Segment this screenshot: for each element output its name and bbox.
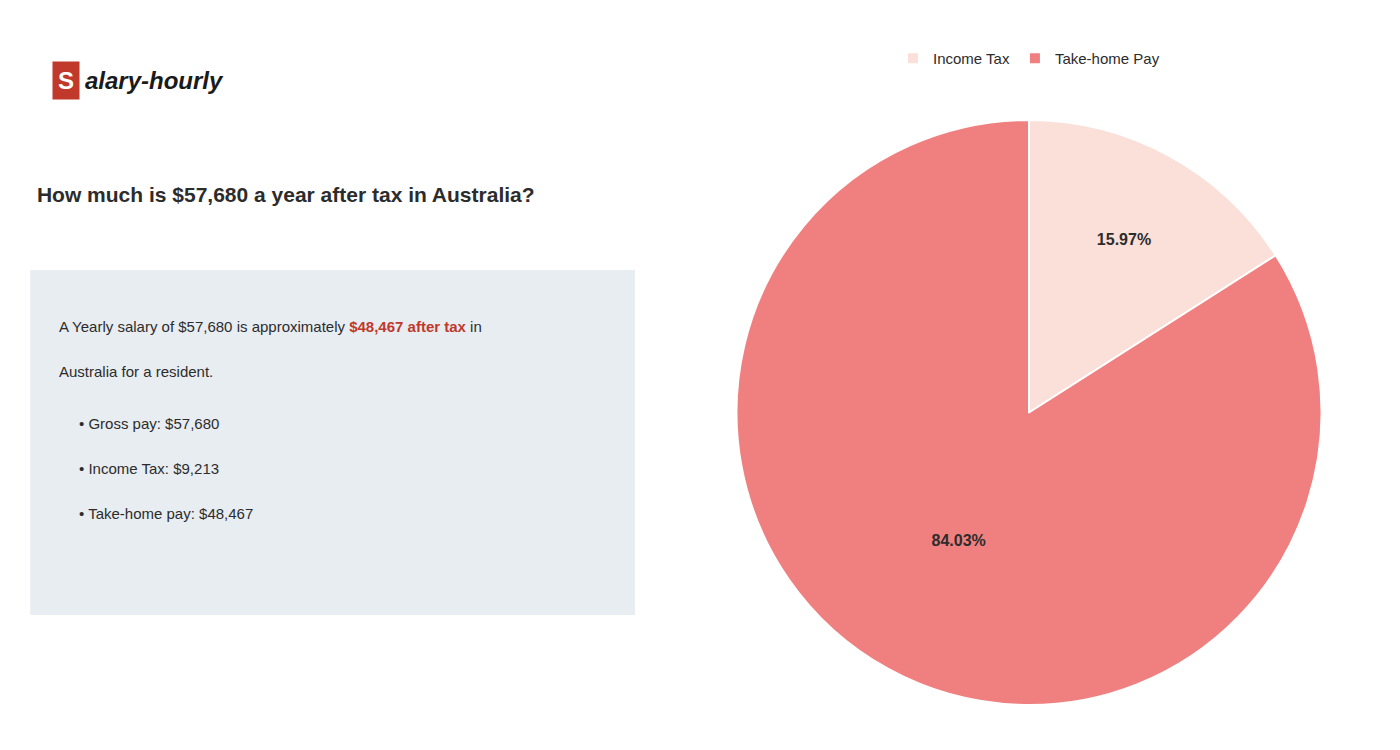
svg-text:• Take-home pay: $48,467: • Take-home pay: $48,467 xyxy=(79,505,253,522)
svg-text:• Income Tax: $9,213: • Income Tax: $9,213 xyxy=(79,460,219,477)
svg-text:15.97%: 15.97% xyxy=(1097,231,1151,248)
svg-text:A Yearly salary of $57,680 is: A Yearly salary of $57,680 is approximat… xyxy=(59,318,482,335)
svg-text:Income Tax: Income Tax xyxy=(933,50,1010,67)
svg-text:• Gross pay: $57,680: • Gross pay: $57,680 xyxy=(79,415,219,432)
svg-text:alary-hourly: alary-hourly xyxy=(85,67,224,94)
svg-text:S: S xyxy=(58,67,74,94)
svg-text:How much is $57,680 a year aft: How much is $57,680 a year after tax in … xyxy=(37,183,535,206)
svg-text:Take-home Pay: Take-home Pay xyxy=(1055,50,1160,67)
svg-text:Australia for a resident.: Australia for a resident. xyxy=(59,363,213,380)
svg-text:84.03%: 84.03% xyxy=(932,532,986,549)
